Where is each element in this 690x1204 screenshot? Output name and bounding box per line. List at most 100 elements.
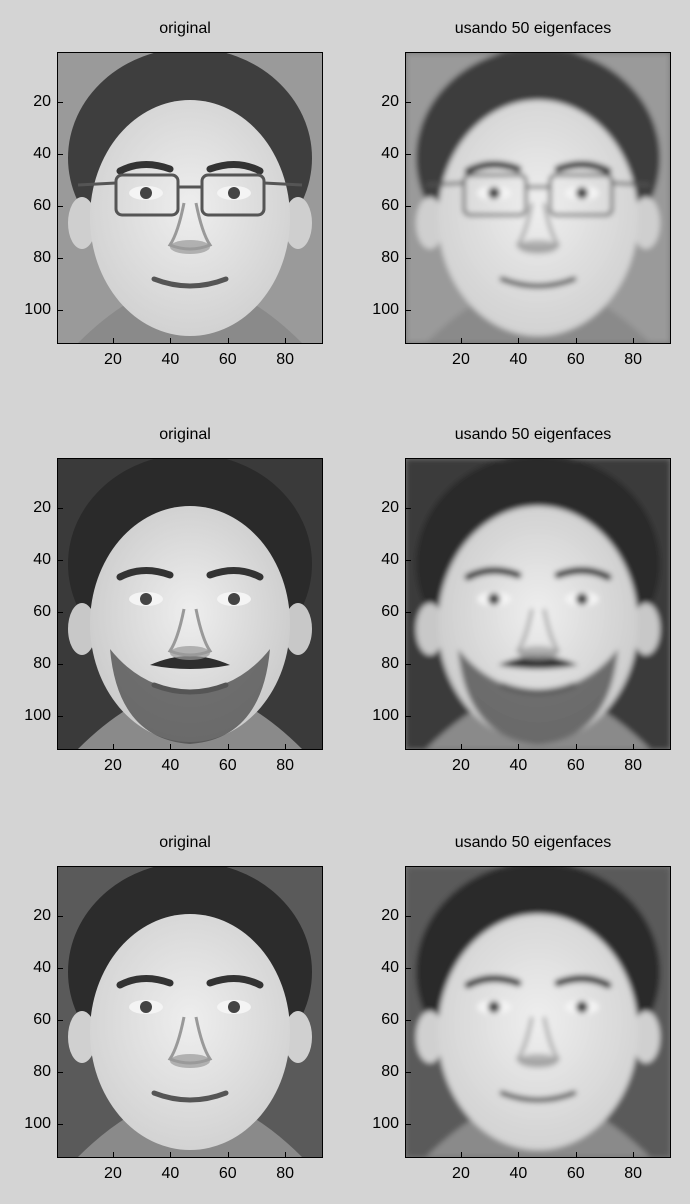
y-tick-label: 20 [33,907,51,925]
right-ear [284,1011,312,1063]
panel-original-3: original 20 40 60 80 100 20 40 60 80 [20,814,350,1182]
y-tick-label: 100 [372,300,399,318]
right-ear [284,197,312,249]
x-tick-mark [460,1152,462,1157]
y-tick-label: 20 [381,499,399,517]
beard [458,649,618,744]
x-tick-mark [285,1152,287,1157]
right-ear [632,603,660,655]
y-tick-mark [58,1123,63,1125]
y-tick-label: 60 [33,1011,51,1029]
face [90,914,290,1150]
left-ear [416,603,444,655]
x-tick-mark [518,338,520,343]
right-eyebrow [554,161,612,175]
y-tick-label: 80 [33,1062,51,1080]
face-image [57,52,323,344]
y-tick-mark [406,916,411,918]
y-tick-label: 100 [24,706,51,724]
right-lens [200,173,266,217]
x-tick-label: 40 [161,1165,180,1182]
y-tick-mark [406,102,411,104]
panel-reconstructed-3: usando 50 eigenfaces 20 40 60 80 100 20 40 60 80 [368,814,690,1182]
y-tick-mark [406,309,411,311]
x-tick-mark [518,1152,520,1157]
panel-title: usando 50 eigenfaces [454,834,612,851]
left-eyebrow [116,161,174,175]
x-tick-mark [112,1152,114,1157]
y-tick-mark [58,560,63,562]
face-image [57,866,323,1158]
x-tick-label: 20 [452,1165,470,1182]
x-tick-mark [285,744,287,749]
y-tick-label: 40 [33,959,51,977]
left-arm [77,181,117,187]
mouth [499,1090,577,1103]
nose-base [518,1054,558,1068]
y-tick-label: 100 [372,706,399,724]
right-eyebrow [554,567,612,581]
right-eyebrow [554,975,612,989]
x-tick-mark [170,744,172,749]
face-drawing [406,53,670,343]
face-drawing [58,459,322,749]
face-drawing [406,459,670,749]
x-tick-label: 20 [104,351,122,368]
y-tick-label: 40 [33,145,51,163]
left-ear [68,197,96,249]
right-eyebrow [206,161,264,175]
left-pupil [488,593,500,605]
x-tick-label: 60 [566,1165,585,1182]
y-tick-label: 40 [381,551,399,569]
y-tick-label: 80 [33,654,51,672]
left-ear [416,197,444,249]
x-tick-label: 80 [624,757,643,774]
y-tick-mark [58,508,63,510]
mouth [151,276,229,289]
x-tick-mark [460,338,462,343]
right-pupil [228,1001,240,1013]
face [438,100,638,336]
mouth [499,682,577,695]
y-tick-mark [58,663,63,665]
left-pupil [140,593,152,605]
panel-original-1: original 20 40 60 80 100 20 40 60 80 [20,0,350,368]
x-tick-mark [460,744,462,749]
y-tick-label: 80 [33,248,51,266]
x-tick-label: 60 [566,351,585,368]
left-pupil [488,187,500,199]
right-pupil [228,187,240,199]
y-tick-mark [406,257,411,259]
left-pupil [488,1001,500,1013]
x-tick-mark [633,1152,635,1157]
x-tick-mark [227,338,229,343]
y-tick-label: 40 [381,959,399,977]
panel-original-2: original 20 40 60 80 100 20 40 60 80 [20,406,350,774]
y-tick-label: 20 [33,499,51,517]
y-tick-mark [58,154,63,156]
y-tick-label: 100 [372,1114,399,1132]
face-image [405,52,671,344]
y-tick-label: 40 [381,145,399,163]
y-tick-mark [406,1123,411,1125]
right-ear [632,197,660,249]
y-tick-label: 40 [33,551,51,569]
x-tick-mark [227,1152,229,1157]
x-tick-label: 60 [218,757,237,774]
mouth [151,1090,229,1103]
y-tick-label: 80 [381,1062,399,1080]
y-tick-label: 60 [381,1011,399,1029]
left-eyebrow [464,975,522,989]
nose-base [170,1054,210,1068]
y-tick-mark [406,663,411,665]
face-image [405,458,671,750]
x-tick-label: 80 [624,1165,643,1182]
y-tick-mark [406,715,411,717]
mustache [498,656,578,669]
left-eyebrow [464,567,522,581]
right-arm [611,181,651,187]
face-image [57,458,323,750]
panel-title: usando 50 eigenfaces [454,426,612,443]
y-tick-mark [58,206,63,208]
y-tick-label: 20 [381,907,399,925]
